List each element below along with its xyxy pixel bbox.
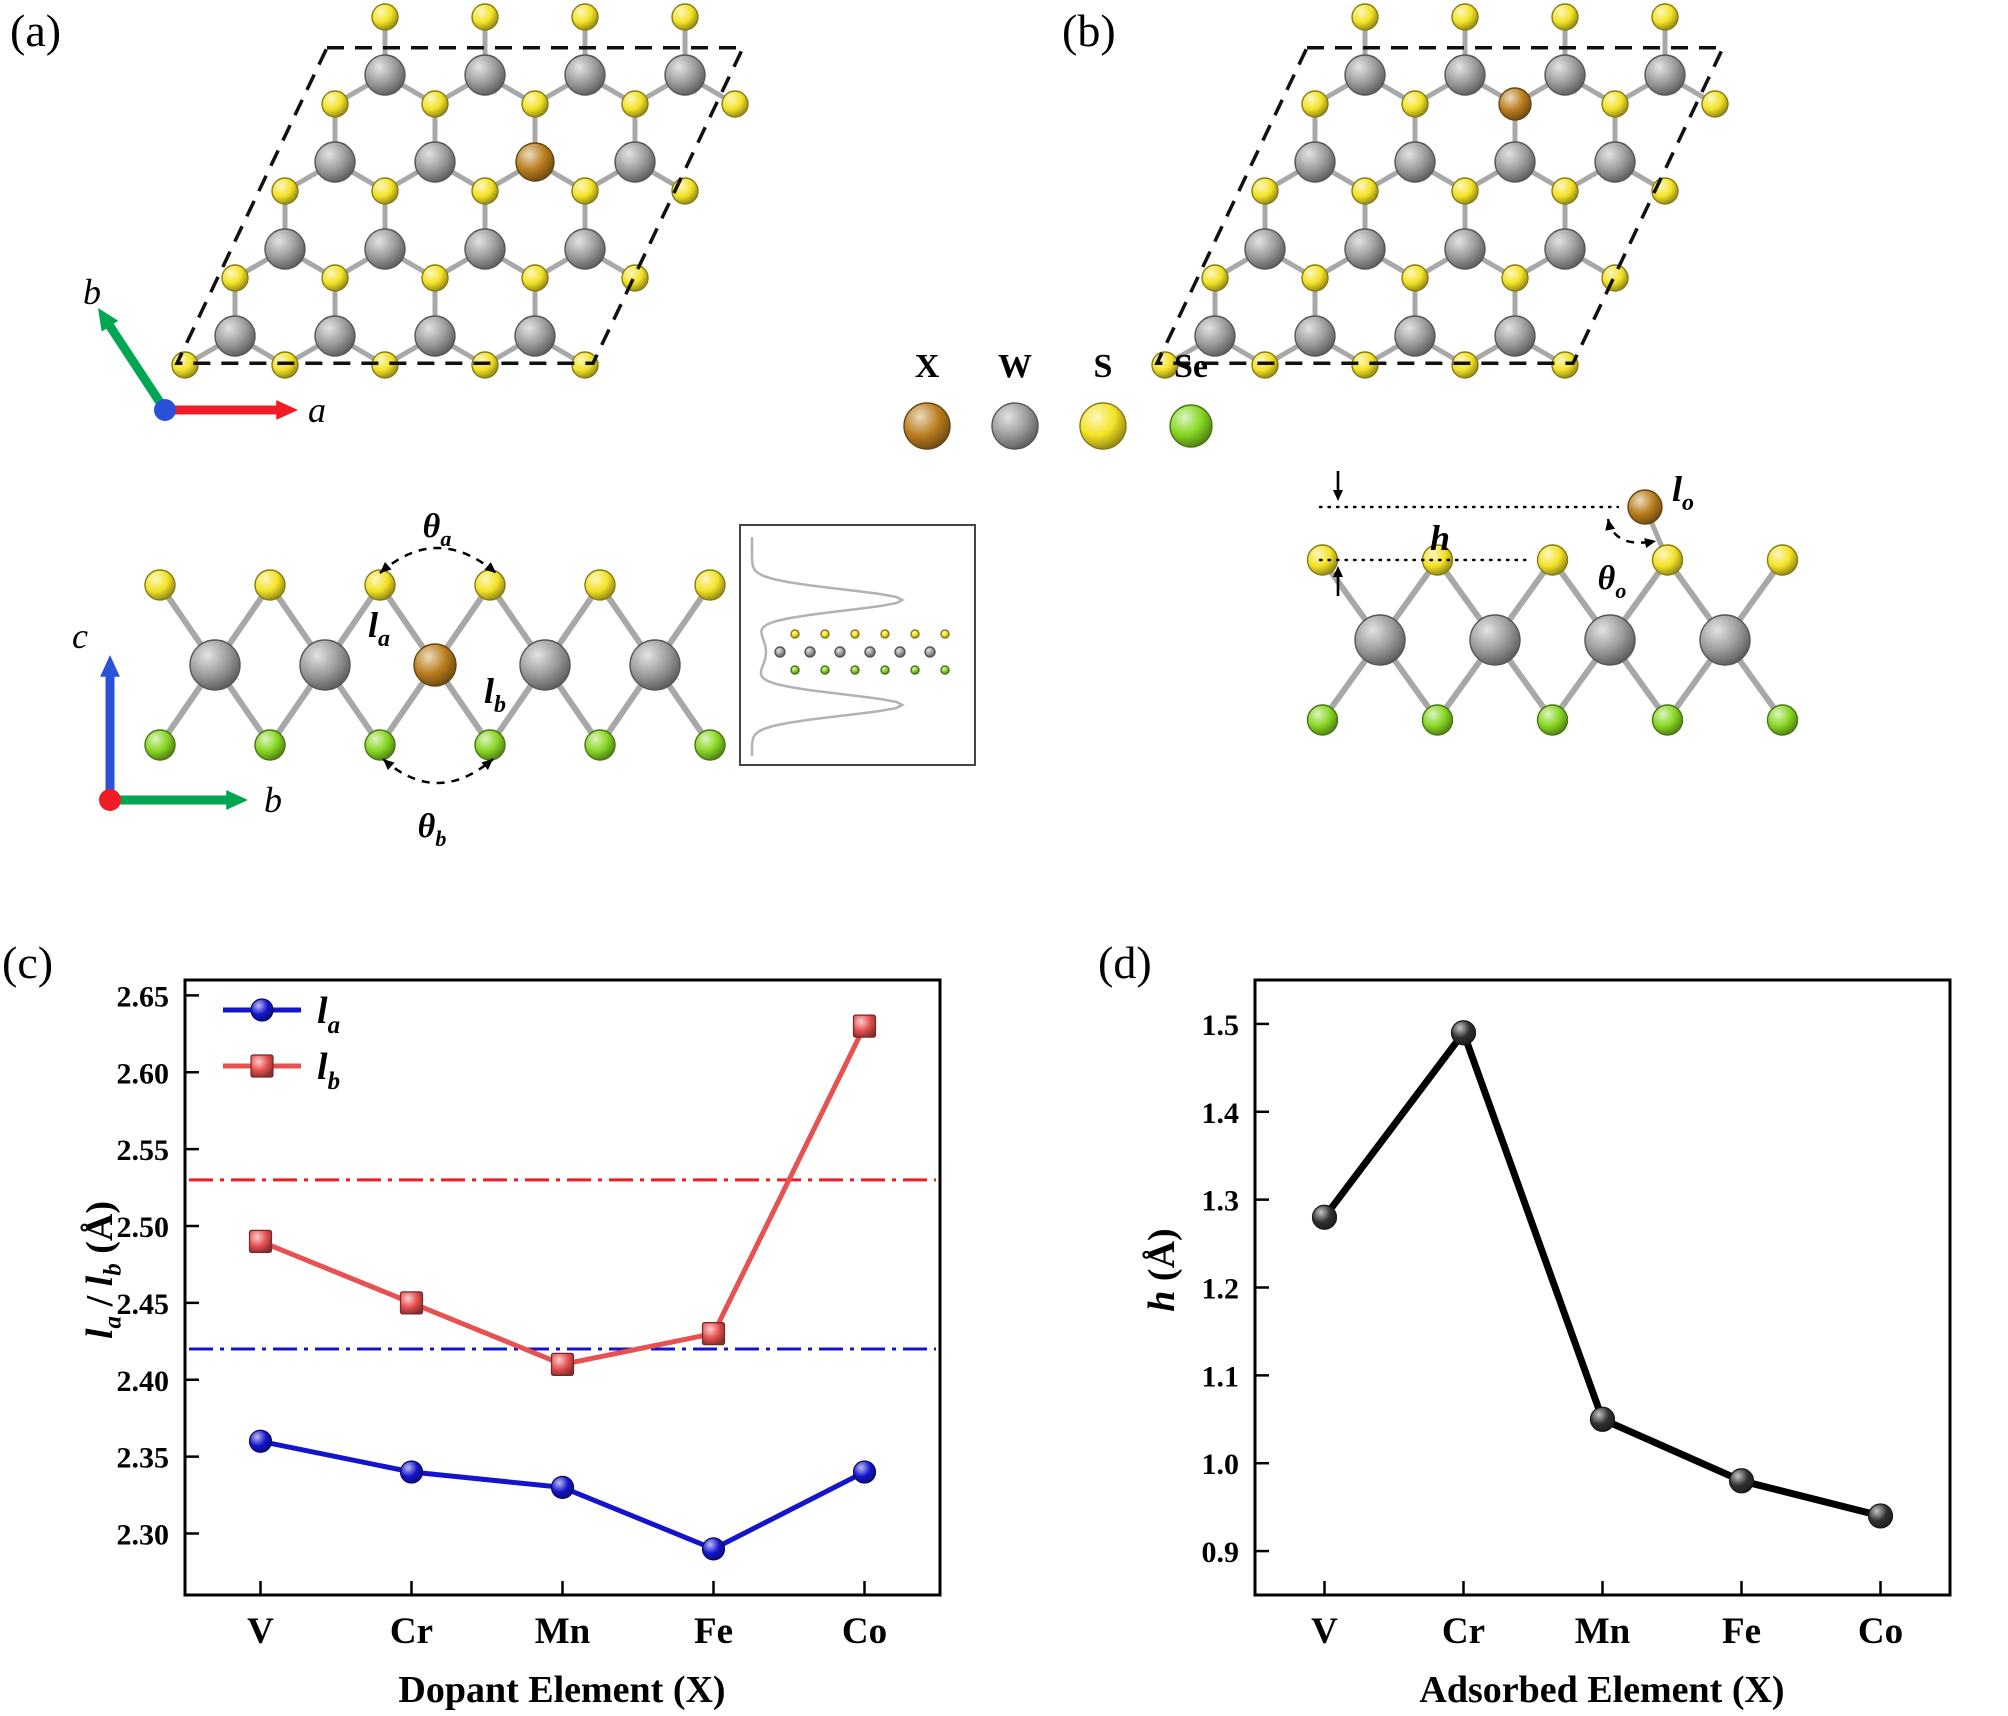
topview-b-structure	[1151, 3, 1729, 379]
y-tick-label: 1.0	[1202, 1448, 1240, 1481]
data-point	[248, 1229, 273, 1253]
y-tick-label: 1.1	[1202, 1360, 1240, 1393]
panel-a-label: (a)	[10, 5, 62, 56]
w-atoms	[214, 54, 706, 357]
y-tick-label: 2.50	[117, 1211, 170, 1244]
legend-label-x: X	[914, 348, 940, 385]
sideview-a-structure: θa la lb θb	[144, 508, 976, 851]
data-point	[1589, 1406, 1616, 1432]
legend-label-se: Se	[1174, 348, 1208, 385]
chart-c-canvas: 2.30 2.35 2.40 2.45 2.50 2.55 2.60 2.65 V Cr Mn Fe C…	[117, 978, 942, 1652]
svg-text:b: b	[264, 780, 282, 820]
charge-density-inset	[739, 524, 976, 766]
legend-item-w: W	[983, 348, 1047, 465]
topview-a-structure	[171, 3, 749, 379]
w-atoms	[1194, 54, 1686, 357]
svg-text:a: a	[308, 390, 326, 430]
data-point	[1867, 1503, 1894, 1529]
atom-legend: X W S Se	[895, 348, 1223, 465]
svg-text:θa: θa	[423, 508, 452, 551]
data-point	[399, 1291, 424, 1315]
data-point	[248, 1429, 273, 1453]
y-tick-label: 1.2	[1202, 1273, 1240, 1306]
chart-d-canvas: 0.9 1.0 1.1 1.2 1.3 1.4 1.5 V Cr Mn Fe Co	[1202, 978, 1952, 1652]
panel-d-label: (d)	[1098, 937, 1152, 988]
svg-text:θo: θo	[1598, 560, 1627, 603]
y-tick-label: 2.40	[117, 1365, 170, 1398]
data-point	[1311, 1204, 1338, 1230]
x-tick-label: Fe	[694, 1611, 733, 1652]
svg-text:la: la	[317, 990, 340, 1039]
legend-sphere-s-icon	[1079, 402, 1127, 450]
chart-d: 0.9 1.0 1.1 1.2 1.3 1.4 1.5 V Cr Mn Fe Co	[1180, 945, 2008, 1715]
legend-sphere-w-icon	[991, 402, 1039, 450]
svg-text:θb: θb	[418, 808, 447, 851]
s-atoms	[1151, 3, 1729, 379]
chart-d-ylabel: h (Å)	[1141, 1228, 1183, 1312]
x-tick-label: Fe	[1722, 1611, 1761, 1652]
data-point	[701, 1537, 726, 1561]
legend-label-w: W	[998, 348, 1032, 385]
svg-text:la: la	[368, 605, 390, 652]
series-line	[259, 1024, 867, 1367]
plot-frame	[183, 978, 942, 1597]
data-point	[1728, 1468, 1755, 1494]
legend-label-s: S	[1093, 348, 1113, 385]
plot-frame	[1253, 978, 1952, 1597]
x-tick-label: Cr	[1442, 1611, 1485, 1652]
data-point	[399, 1460, 424, 1484]
legend-sphere-se-icon	[1169, 404, 1213, 448]
x-tick-label: Mn	[535, 1611, 591, 1652]
panel-b-label: (b)	[1062, 5, 1116, 56]
unit-cell-outline	[174, 45, 746, 366]
series-line	[1321, 1029, 1882, 1520]
x-tick-label: V	[1311, 1611, 1338, 1652]
data-point	[550, 1352, 575, 1376]
data-point	[852, 1460, 877, 1484]
data-point	[1450, 1020, 1477, 1046]
y-tick-label: 2.55	[117, 1134, 170, 1167]
panel-c-label: (c)	[2, 937, 54, 988]
chart-d-xlabel: Adsorbed Element (X)	[1419, 1669, 1785, 1711]
y-tick-label: 0.9	[1202, 1536, 1240, 1569]
x-tick-label: Co	[1858, 1611, 1903, 1652]
y-tick-label: 2.65	[117, 980, 170, 1013]
data-point	[852, 1014, 877, 1038]
svg-text:c: c	[72, 616, 88, 656]
x-tick-label: Mn	[1575, 1611, 1631, 1652]
legend-sphere-x-icon	[903, 402, 951, 450]
svg-text:lo: lo	[1672, 469, 1694, 516]
axes-indicator-top: ab	[83, 272, 326, 430]
x-tick-label: V	[247, 1611, 274, 1652]
data-point	[550, 1475, 575, 1499]
svg-text:b: b	[83, 272, 101, 312]
unit-cell-outline	[1154, 45, 1726, 366]
y-tick-label: 2.30	[117, 1519, 170, 1552]
y-tick-label: 1.4	[1202, 1097, 1240, 1130]
axes-indicator-side: cb	[72, 616, 282, 820]
chart-c-ylabel: la / lb (Å)	[79, 1200, 127, 1340]
y-tick-label: 2.35	[117, 1442, 170, 1475]
sideview-b-structure: h lo θo	[1306, 469, 1799, 736]
chart-c-xlabel: Dopant Element (X)	[398, 1669, 726, 1711]
y-tick-label: 1.5	[1202, 1009, 1240, 1042]
svg-text:h: h	[1430, 518, 1450, 558]
legend-item-x: X	[895, 348, 959, 465]
chart-c: 2.30 2.35 2.40 2.45 2.50 2.55 2.60 2.65 V Cr Mn Fe C…	[95, 945, 975, 1715]
svg-text:lb: lb	[317, 1046, 340, 1095]
bonds	[1163, 17, 1717, 368]
y-tick-label: 2.60	[117, 1057, 170, 1090]
y-tick-label: 2.45	[117, 1288, 170, 1321]
data-point	[701, 1322, 726, 1346]
legend-item-se: Se	[1159, 348, 1223, 465]
x-tick-label: Cr	[390, 1611, 433, 1652]
svg-text:lb: lb	[484, 671, 506, 718]
legend-item-s: S	[1071, 348, 1135, 465]
y-tick-label: 1.3	[1202, 1185, 1240, 1218]
x-tick-label: Co	[842, 1611, 887, 1652]
